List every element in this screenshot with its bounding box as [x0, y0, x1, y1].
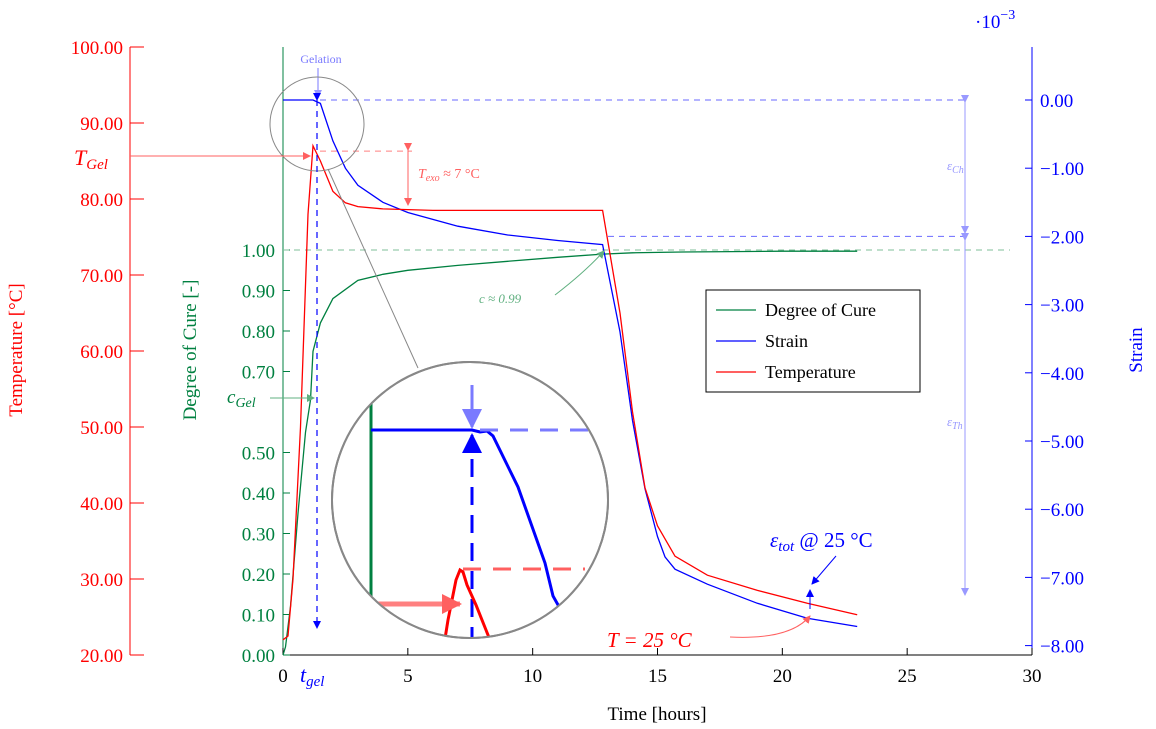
legend: Degree of Cure Strain Temperature	[705, 289, 921, 393]
T-exo-label: Texo ≈ 7 °C	[418, 167, 480, 184]
t-gel-subscript: gel	[306, 674, 324, 690]
cure-tick-label: 0.20	[242, 565, 275, 586]
strain-tick-label: −3.00	[1040, 296, 1084, 317]
zoom-content	[369, 385, 600, 638]
c-final-arrow	[554, 250, 605, 296]
temperature-tick-label: 90.00	[80, 114, 123, 135]
T-exo-value: ≈ 7 °C	[440, 167, 480, 182]
x-tick-label: 5	[403, 666, 413, 687]
series-line-temperature	[282, 143, 858, 641]
t-gel-main: t	[300, 662, 307, 687]
series-line-degree-of-cure	[282, 250, 858, 656]
x-tick-label: 20	[773, 666, 792, 687]
cure-axis-label: Degree of Cure [-]	[180, 280, 201, 421]
x-tick-label: 0	[278, 666, 288, 687]
x-axis-label: Time [hours]	[607, 704, 706, 725]
cure-tick-label: 0.70	[242, 363, 275, 384]
T-gel-subscript: Gel	[86, 157, 108, 173]
T-exo-subscript: exo	[426, 173, 440, 184]
zoom-circle-border	[331, 361, 609, 639]
eps-tot-main: ε	[770, 528, 779, 552]
legend-label-cure: Degree of Cure	[765, 300, 876, 320]
cure-tick-label: 0.40	[242, 484, 275, 505]
x-tick-label: 10	[523, 666, 542, 687]
T25-arrow	[729, 615, 811, 638]
x-tick-label: 25	[898, 666, 917, 687]
strain-tick-label: −5.00	[1040, 432, 1084, 453]
T-gel-main: T	[74, 145, 88, 170]
cure-tick-label: 0.50	[242, 444, 275, 465]
eps-ch-label: εCh	[947, 158, 964, 176]
cure-tick-label: 0.90	[242, 282, 275, 303]
strain-tick-label: −4.00	[1040, 364, 1084, 385]
eps-ch-subscript: Ch	[952, 165, 964, 176]
strain-tick-label: −8.00	[1040, 637, 1084, 658]
reference-lines	[283, 99, 1010, 251]
legend-label-temperature: Temperature	[765, 362, 856, 382]
eps-tot-label: εtot @ 25 °C	[770, 528, 873, 555]
c-gel-label: cGel	[227, 387, 256, 411]
T-gel-label: TGel	[74, 145, 108, 173]
legend-label-strain: Strain	[765, 331, 808, 351]
cure-tick-label: 0.30	[242, 525, 275, 546]
strain-multiplier-base: ·10	[975, 12, 1000, 33]
annotations: Gelation tgel TGel Texo ≈ 7 °C cGel c ≈ …	[74, 52, 969, 690]
strain-ticks: 0.00 −1.00 −2.00 −3.00 −4.00 −5.00 −6.00 −7.00 −…	[1025, 91, 1084, 658]
series-layer	[282, 99, 858, 656]
strain-tick-label: −6.00	[1040, 500, 1084, 521]
c-final-label: c ≈ 0.99	[479, 291, 522, 306]
eps-th-subscript: Th	[952, 421, 963, 432]
zoom-inset	[331, 361, 609, 639]
eps-th-main: ε	[947, 414, 953, 429]
cure-tick-label: 0.80	[242, 322, 275, 343]
x-ticks: 0 5 10 15 20 25 30	[278, 648, 1042, 687]
eps-ch-main: ε	[947, 158, 953, 173]
series-line-strain	[283, 99, 858, 628]
zoom-circle-bg	[331, 361, 609, 639]
eps-tot-rest: @ 25 °C	[794, 528, 873, 552]
strain-tick-label: −7.00	[1040, 568, 1084, 589]
temperature-tick-label: 30.00	[80, 570, 123, 591]
strain-tick-label: −2.00	[1040, 227, 1084, 248]
temperature-tick-label: 20.00	[80, 646, 123, 667]
cure-tick-label: 1.00	[242, 241, 275, 262]
temperature-tick-label: 40.00	[80, 494, 123, 515]
x-tick-label: 15	[648, 666, 667, 687]
strain-multiplier: ·10−3	[975, 8, 1015, 33]
temperature-tick-label: 60.00	[80, 342, 123, 363]
eps-tot-arrow	[811, 555, 837, 585]
cure-ticks: 0.00 0.10 0.20 0.30 0.40 0.50 0.70 0.80 0.90 1.00	[242, 241, 290, 667]
c-gel-main: c	[227, 387, 236, 408]
t-gel-label: tgel	[300, 662, 324, 690]
temperature-tick-label: 100.00	[71, 38, 123, 59]
zoom-strain-line	[371, 428, 564, 613]
temperature-axis-label: Temperature [°C]	[6, 283, 27, 416]
temperature-tick-label: 80.00	[80, 190, 123, 211]
gelation-label: Gelation	[300, 52, 341, 66]
magnifier-connector	[327, 168, 419, 369]
strain-tick-label: −1.00	[1040, 159, 1084, 180]
eps-tot-subscript: tot	[778, 539, 795, 555]
temperature-tick-label: 70.00	[80, 266, 123, 287]
c-gel-subscript: Gel	[235, 396, 255, 411]
strain-tick-label: 0.00	[1040, 91, 1073, 112]
T-exo-main: T	[418, 167, 427, 182]
T25-label: T = 25 °C	[607, 628, 693, 652]
temperature-ticks: 20.00 30.00 40.00 50.00 60.00 70.00 80.00 90.00…	[71, 38, 144, 667]
strain-multiplier-exponent: −3	[1000, 8, 1015, 23]
eps-th-label: εTh	[947, 414, 963, 432]
temperature-tick-label: 50.00	[80, 418, 123, 439]
cure-tick-label: 0.00	[242, 646, 275, 667]
cure-tick-label: 0.10	[242, 606, 275, 627]
x-tick-label: 30	[1023, 666, 1042, 687]
strain-axis-label: Strain	[1126, 327, 1147, 373]
